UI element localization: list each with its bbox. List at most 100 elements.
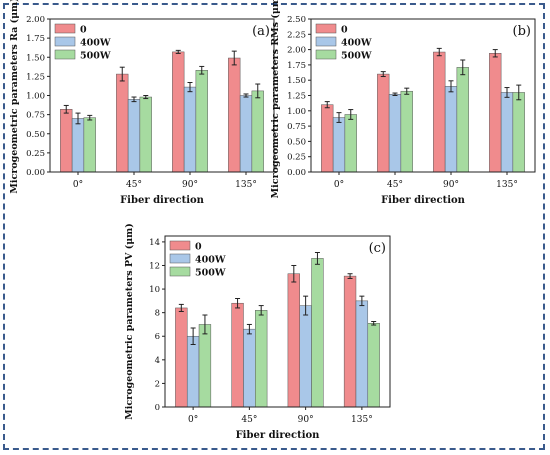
error-bar: [314, 252, 320, 265]
y-tick-label: 1.75: [26, 34, 45, 44]
y-tick-label: 2.00: [26, 15, 45, 25]
x-axis-label: Fiber direction: [381, 195, 466, 206]
y-tick-label: 0: [155, 403, 160, 413]
y-tick-label: 0.00: [287, 168, 306, 178]
y-axis-label: Microgeometric parameters RMs (μm): [270, 0, 281, 198]
x-tick-label: 45°: [126, 180, 142, 190]
chart-a: 0.00 0.25 0.50 0.75 1.00 1.25 1.50 1.75 2.00 0° 45…: [9, 0, 275, 206]
bar-500W-90°: [456, 67, 469, 173]
bar-500W-135°: [251, 90, 264, 173]
y-tick-label: 12: [149, 261, 160, 271]
bar-400W-90°: [299, 305, 312, 408]
y-tick-label: 14: [149, 238, 160, 248]
x-tick-label: 45°: [387, 180, 403, 190]
bar-400W-45°: [243, 328, 256, 408]
y-tick-label: 1.25: [26, 72, 45, 82]
bar-400W-135°: [500, 92, 514, 173]
bar-0-0°: [175, 307, 188, 408]
bar-500W-45°: [255, 310, 268, 408]
bar-500W-0°: [198, 324, 212, 408]
bar-500W-90°: [311, 258, 324, 408]
y-tick-label: 0.50: [287, 137, 306, 147]
bar-0-90°: [287, 273, 300, 408]
x-tick-label: 135°: [496, 180, 518, 190]
error-bar: [516, 84, 522, 101]
legend-label: 0: [195, 242, 202, 253]
error-bar: [460, 59, 466, 76]
bar-400W-90°: [183, 86, 197, 173]
bar-0-45°: [231, 302, 244, 408]
error-bar: [246, 323, 252, 335]
error-bar: [336, 112, 342, 123]
y-tick-label: 6: [155, 332, 160, 342]
x-tick-label: 135°: [235, 180, 257, 190]
error-bar: [504, 87, 510, 98]
chart-b: 0.00 0.25 0.50 0.75 1.00 1.25 1.50 1.75 2.00 2.25…: [270, 0, 536, 206]
error-bar: [190, 327, 196, 345]
error-bar: [291, 264, 297, 283]
error-bar: [436, 47, 442, 57]
bar-0-90°: [433, 51, 446, 173]
legend-label: 400W: [80, 38, 111, 49]
x-tick-label: 0°: [188, 415, 198, 425]
legend-swatch: [315, 36, 337, 47]
y-tick-label: 2.50: [287, 15, 306, 25]
y-tick-label: 0.75: [287, 122, 306, 132]
chart-c: 0 2 4 6 8 10 12 14 0° 45° 90° 135° Fiber direction Mi…: [124, 223, 391, 441]
figure-frame: [3, 3, 545, 450]
bar-400W-0°: [71, 118, 85, 173]
bar-500W-90°: [195, 70, 208, 173]
error-bar: [303, 295, 309, 316]
error-bar: [448, 80, 454, 93]
error-bar: [348, 109, 354, 120]
x-tick-label: 45°: [241, 415, 257, 425]
legend-swatch: [169, 266, 191, 277]
bar-400W-90°: [444, 86, 458, 173]
bar-500W-135°: [367, 323, 380, 408]
error-bar: [187, 81, 193, 93]
y-tick-label: 1.00: [26, 92, 45, 102]
bar-0-135°: [343, 275, 357, 408]
legend-swatch: [169, 240, 191, 251]
y-tick-label: 4: [155, 356, 160, 366]
bar-500W-135°: [512, 92, 525, 173]
error-bar: [75, 112, 81, 125]
y-tick-label: 2.00: [287, 46, 306, 56]
x-axis-label: Fiber direction: [120, 195, 205, 206]
error-bar: [63, 104, 69, 114]
bar-0-45°: [116, 73, 129, 173]
legend-label: 400W: [195, 255, 226, 266]
bar-0-45°: [377, 73, 390, 173]
y-tick-label: 1.50: [287, 76, 306, 86]
bar-400W-135°: [355, 300, 369, 408]
legend-label: 0: [341, 25, 348, 36]
y-tick-label: 0.50: [26, 130, 45, 140]
bar-0-135°: [228, 57, 241, 173]
legend-swatch: [54, 36, 76, 47]
error-bar: [202, 314, 208, 335]
y-axis-label: Microgeometric parameters PV (μm): [124, 223, 135, 419]
panel-tag: (b): [513, 24, 531, 39]
bar-500W-0°: [83, 117, 96, 173]
legend: 0 400W 500W: [54, 23, 111, 62]
bar-0-0°: [321, 104, 334, 173]
y-tick-label: 0.00: [26, 168, 45, 178]
x-tick-label: 0°: [73, 180, 83, 190]
y-tick-label: 1.75: [287, 61, 306, 71]
error-bar: [175, 49, 181, 54]
y-tick-label: 0.75: [26, 111, 45, 121]
error-bar: [87, 114, 93, 121]
bar-0-135°: [489, 53, 502, 173]
bar-400W-45°: [127, 99, 141, 173]
bar-500W-45°: [400, 90, 413, 173]
y-tick-label: 0.25: [287, 153, 306, 163]
y-tick-label: 1.25: [287, 92, 306, 102]
legend-label: 500W: [195, 268, 226, 279]
legend-swatch: [169, 253, 191, 264]
error-bar: [143, 95, 149, 100]
error-bar: [380, 71, 386, 78]
y-tick-label: 0.25: [26, 149, 45, 159]
x-tick-label: 90°: [298, 415, 314, 425]
bar-400W-0°: [186, 335, 200, 408]
legend-label: 0: [80, 25, 87, 36]
